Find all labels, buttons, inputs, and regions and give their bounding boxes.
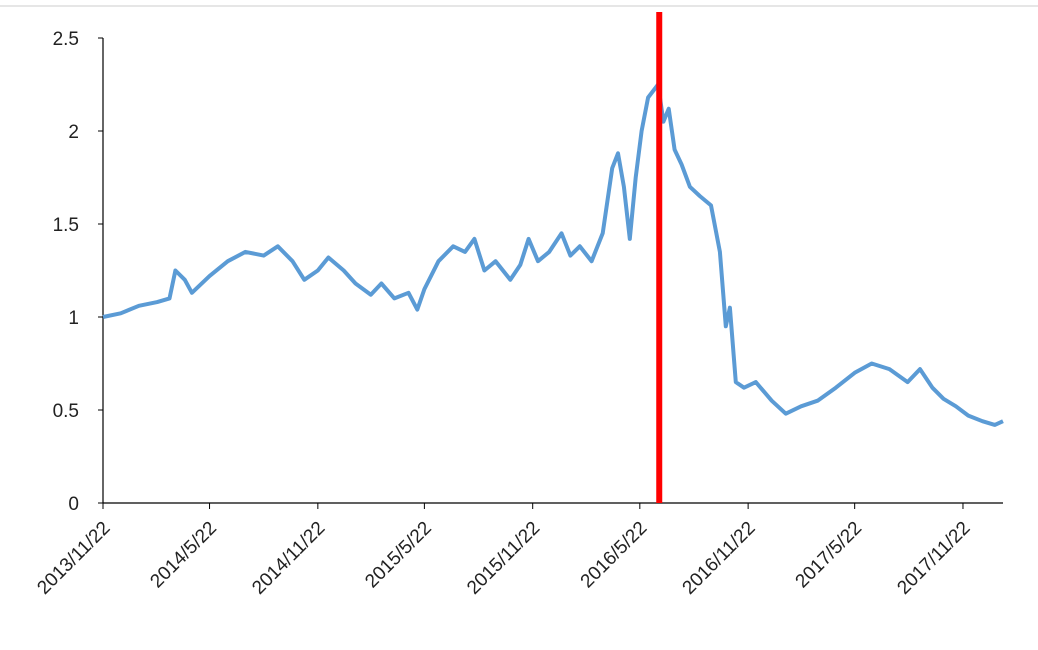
y-tick-label: 2: [68, 122, 79, 143]
y-tick-label: 1: [68, 308, 79, 329]
x-tick-label: 2014/11/22: [248, 518, 329, 599]
y-tick-label: 0: [68, 494, 79, 515]
line-series: [102, 82, 1004, 427]
x-tick-label: 2016/11/22: [679, 518, 760, 599]
y-tick-label: 1.5: [53, 215, 79, 236]
x-tick-label: 2014/5/22: [146, 518, 221, 593]
x-tick-label: 2017/11/22: [893, 518, 974, 599]
x-tick-label: 2016/5/22: [577, 518, 652, 593]
x-tick-label: 2015/11/22: [463, 518, 544, 599]
x-tick-label: 2015/5/22: [361, 518, 436, 593]
x-tick-label: 2013/11/22: [33, 518, 114, 599]
x-tick-label: 2017/5/22: [792, 518, 867, 593]
y-tick-label: 2.5: [53, 29, 79, 50]
y-tick-label: 0.5: [53, 401, 79, 422]
